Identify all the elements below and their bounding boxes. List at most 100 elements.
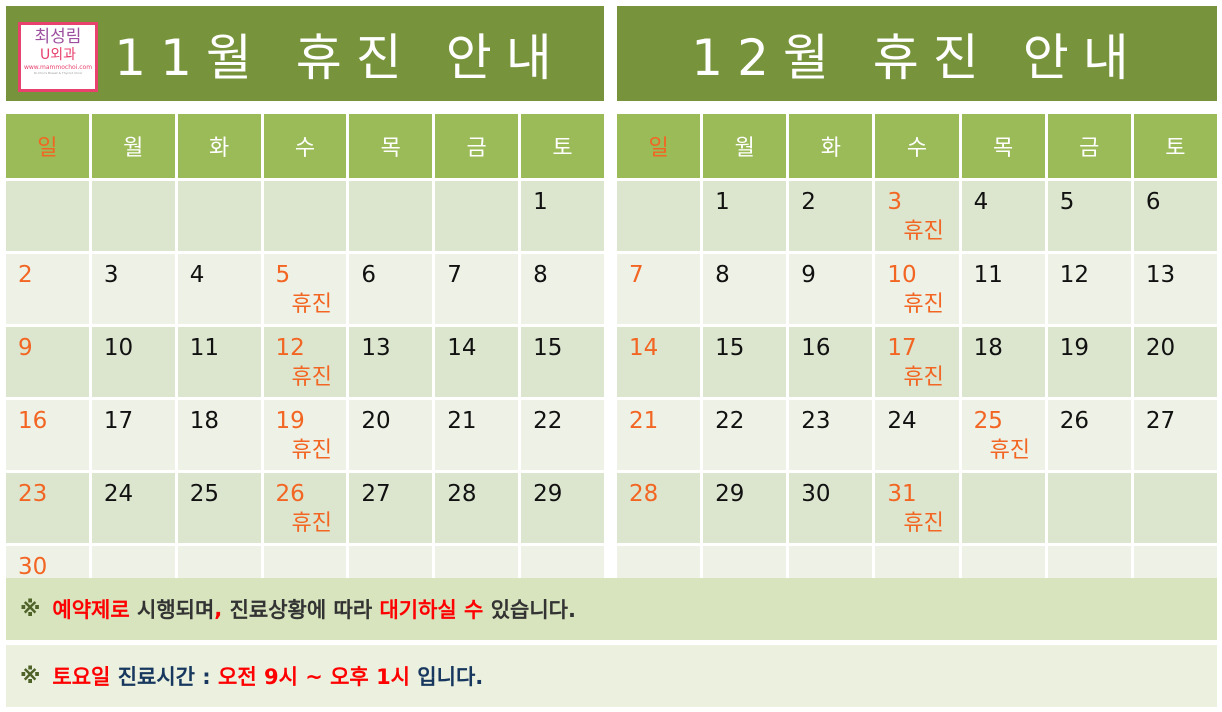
- day-cell: 20: [349, 400, 433, 470]
- day-cell: 29: [521, 473, 604, 543]
- day-cell: 11: [177, 327, 261, 397]
- day-number: 13: [361, 335, 391, 361]
- day-cell: 21: [435, 400, 519, 470]
- day-number: 25: [189, 481, 219, 507]
- day-cell: 6: [1133, 181, 1217, 251]
- day-number: 28: [447, 481, 477, 507]
- holiday-label: 휴진: [903, 292, 944, 317]
- day-number: 23: [801, 408, 831, 434]
- logo-url: www.mammochoi.com: [23, 64, 93, 71]
- day-cell: 16: [6, 400, 89, 470]
- day-number: 4: [189, 262, 205, 288]
- day-cell: 7: [617, 254, 701, 324]
- day-number: 13: [1145, 262, 1176, 288]
- calendar-title-bar: 최성림 U외과 www.mammochoi.com Dr.Choi's Brea…: [6, 6, 604, 101]
- day-cell: 12 휴진: [263, 327, 347, 397]
- day-cell: [177, 181, 261, 251]
- week-row: 1: [6, 181, 604, 251]
- day-number: 6: [361, 262, 377, 288]
- day-cell: 1: [703, 181, 787, 251]
- day-cell: 13: [1133, 254, 1217, 324]
- day-cell: [6, 181, 89, 251]
- day-number: 17: [887, 335, 917, 361]
- day-number: 24: [887, 408, 917, 434]
- day-cell: 14: [435, 327, 519, 397]
- day-number: 17: [103, 408, 134, 434]
- day-number: 5: [275, 262, 291, 288]
- day-number: 22: [715, 408, 745, 434]
- day-number: 7: [629, 262, 644, 288]
- weekday-header: 일: [617, 114, 701, 178]
- day-cell: 11: [961, 254, 1045, 324]
- day-cell: 28: [617, 473, 701, 543]
- weekday-header: 월: [703, 114, 787, 178]
- day-number: 11: [189, 335, 219, 361]
- day-number: 8: [533, 262, 548, 288]
- day-cell: [91, 181, 175, 251]
- weekday-header: 일: [6, 114, 89, 178]
- note-text: 있습니다.: [483, 598, 576, 622]
- weekday-header: 금: [435, 114, 519, 178]
- day-cell: 2: [6, 254, 89, 324]
- holiday-label: 휴진: [903, 365, 944, 390]
- day-cell: 24: [91, 473, 175, 543]
- weekday-header: 수: [875, 114, 959, 178]
- note-emphasis: ,: [214, 597, 223, 621]
- day-cell: [1133, 473, 1217, 543]
- weekday-header: 토: [521, 114, 604, 178]
- day-cell: 10: [91, 327, 175, 397]
- note-emphasis: 오전 9시 ~ 오후 1시: [218, 665, 410, 689]
- day-number: 2: [18, 262, 33, 288]
- week-row: 21 22 23 24 25 휴진 26 27: [617, 400, 1217, 470]
- day-cell: [263, 181, 347, 251]
- note-emphasis: 대기하실 수: [379, 598, 484, 622]
- day-number: 11: [973, 262, 1003, 288]
- weekday-header: 월: [91, 114, 175, 178]
- weekday-header: 화: [789, 114, 873, 178]
- day-number: 7: [447, 262, 462, 288]
- day-cell: 5 휴진: [263, 254, 347, 324]
- note-emphasis: 토요일: [52, 665, 111, 689]
- day-cell: 12: [1047, 254, 1131, 324]
- holiday-label: 휴진: [291, 365, 333, 390]
- day-cell: 19 휴진: [263, 400, 347, 470]
- day-number: 15: [715, 335, 745, 361]
- day-number: 24: [103, 481, 134, 507]
- day-number: 29: [533, 481, 563, 507]
- note-emphasis: 예약제로: [52, 598, 130, 622]
- day-number: 12: [275, 335, 305, 361]
- day-number: 5: [1059, 189, 1075, 215]
- day-number: 23: [18, 481, 48, 507]
- notice-reservation: ※ 예약제로 시행되며, 진료상황에 따라 대기하실 수 있습니다.: [6, 578, 1217, 640]
- day-cell: 27: [1133, 400, 1217, 470]
- day-cell: [961, 473, 1045, 543]
- day-cell: 15: [521, 327, 604, 397]
- day-number: 21: [629, 408, 659, 434]
- day-number: 3: [887, 189, 903, 215]
- day-cell: 28: [435, 473, 519, 543]
- day-number: 4: [973, 189, 989, 215]
- day-cell: [349, 181, 433, 251]
- calendar-title-bar: 12월 휴진 안내: [617, 6, 1217, 101]
- december-calendar: 12월 휴진 안내 일 월 화 수 목 금 토 1 2 3 휴진 4 5 6 7 8 9 10 휴진 11 12 13 14…: [617, 6, 1217, 619]
- day-cell: 29: [703, 473, 787, 543]
- holiday-label: 휴진: [903, 219, 944, 244]
- weekday-header: 토: [1133, 114, 1217, 178]
- day-cell: 24: [875, 400, 959, 470]
- day-cell: 23: [789, 400, 873, 470]
- reference-mark-icon: ※: [20, 597, 41, 621]
- weekday-header: 수: [263, 114, 347, 178]
- day-number: 22: [533, 408, 563, 434]
- week-row: 9 10 11 12 휴진 13 14 15: [6, 327, 604, 397]
- day-cell: 2: [789, 181, 873, 251]
- day-number: 18: [973, 335, 1003, 361]
- day-number: 28: [629, 481, 659, 507]
- calendar-title: 12월 휴진 안내: [691, 28, 1143, 87]
- november-calendar: 최성림 U외과 www.mammochoi.com Dr.Choi's Brea…: [6, 6, 604, 619]
- day-cell: 17: [91, 400, 175, 470]
- day-cell: 22: [703, 400, 787, 470]
- day-cell: 4: [177, 254, 261, 324]
- day-cell: 5: [1047, 181, 1131, 251]
- day-cell: 3: [91, 254, 175, 324]
- logo-tagline: Dr.Choi's Breast & Thyroid Clinic: [33, 71, 83, 75]
